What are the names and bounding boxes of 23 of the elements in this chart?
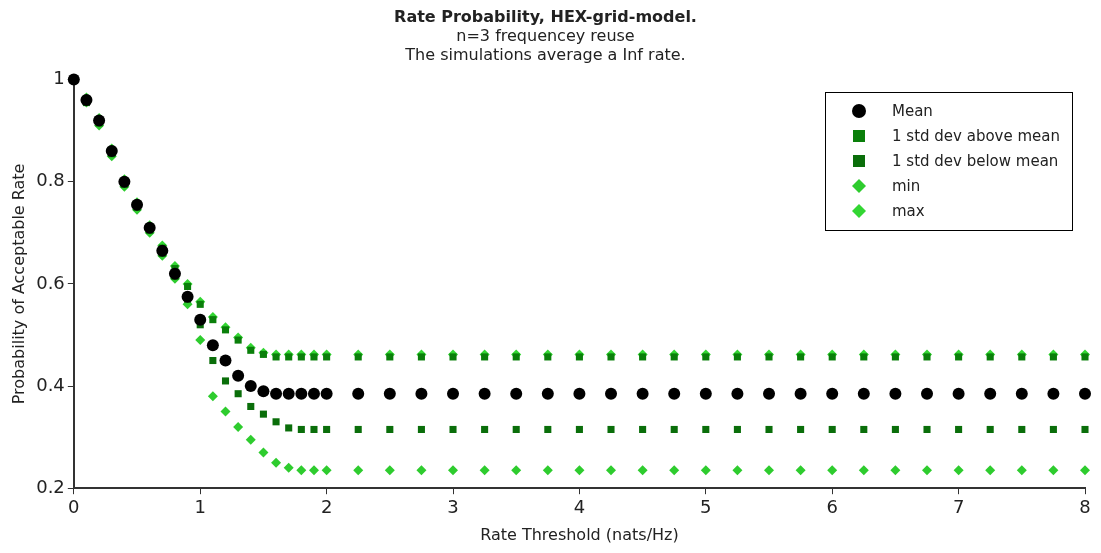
- y-tick-label: 0.4: [36, 373, 65, 395]
- x-tick-label: 2: [320, 495, 333, 517]
- chart-subtitle: n=3 frequencey reuse The simulations average a Inf rate.: [404, 25, 686, 65]
- x-tick-label: 1: [194, 495, 206, 517]
- legend-label: 1 std dev above mean: [892, 127, 1060, 146]
- x-tick-label: 3: [447, 495, 459, 517]
- x-axis-title: Rate Threshold (nats/Hz): [480, 524, 679, 544]
- legend-label: 1 std dev below mean: [892, 152, 1059, 171]
- x-tick-label: 6: [826, 495, 838, 517]
- legend-label: Mean: [892, 102, 933, 121]
- x-tick-label: 5: [700, 495, 712, 517]
- x-tick-label: 8: [1079, 495, 1091, 517]
- y-tick-label: 0.8: [36, 169, 65, 191]
- y-tick-label: 0.6: [36, 271, 65, 293]
- y-tick-label: 1: [53, 67, 65, 89]
- chart-title: Rate Probability, HEX-grid-model.: [394, 6, 697, 26]
- y-tick-label: 0.2: [36, 475, 65, 497]
- legend-label: max: [892, 202, 925, 221]
- legend-label: min: [892, 177, 921, 196]
- x-tick-label: 7: [952, 495, 965, 517]
- x-tick-label: 0: [68, 495, 80, 517]
- x-tick-label: 4: [573, 495, 586, 517]
- y-axis-title: Probability of Acceptable Rate: [8, 163, 28, 405]
